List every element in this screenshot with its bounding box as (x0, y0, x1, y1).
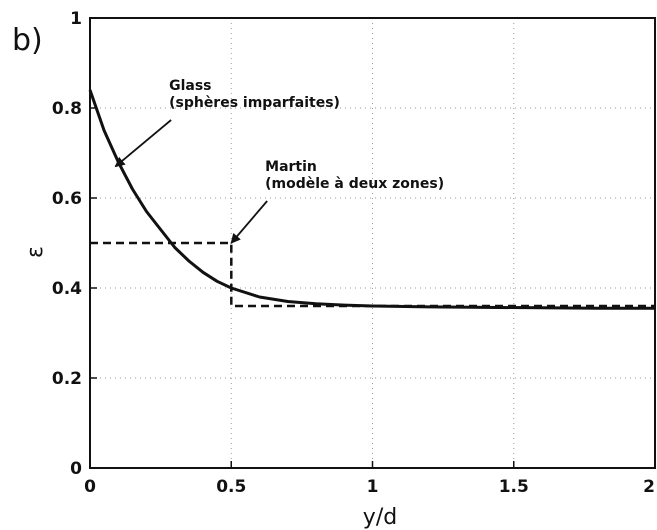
annotation-text: Martin (265, 159, 317, 175)
y-tick-label: 0.4 (52, 279, 82, 299)
y-tick-label: 0.6 (52, 189, 82, 209)
y-tick-label: 0.8 (52, 99, 82, 119)
series-line-martin (90, 241, 655, 308)
y-axis: 0 0.2 0.4 0.6 0.8 1 (52, 9, 97, 479)
grid (90, 18, 655, 468)
x-tick-label: 0 (84, 477, 96, 497)
series-line-glass (88, 89, 655, 310)
x-tick-label: 2 (643, 477, 655, 497)
x-tick-label: 1 (367, 477, 379, 497)
annotation-text: (modèle à deux zones) (265, 176, 444, 192)
x-tick-label: 0.5 (216, 477, 246, 497)
panel-label: b) (12, 23, 43, 58)
annotations: Glass(sphères imparfaites) Martin(modèle … (114, 78, 444, 244)
y-tick-label: 0 (70, 459, 82, 479)
x-tick-label: 1.5 (499, 477, 529, 497)
annotation-text: Glass (169, 78, 211, 94)
annotation-arrow (230, 200, 268, 244)
x-axis-label: y/d (363, 505, 397, 530)
y-axis-label: ε (23, 246, 48, 258)
x-axis: 0 0.5 1 1.5 2 (84, 461, 656, 497)
annotation-arrow (114, 119, 172, 168)
y-tick-label: 0.2 (52, 369, 82, 389)
series-group (88, 89, 655, 310)
y-tick-label: 1 (70, 9, 82, 29)
annotation-text: (sphères imparfaites) (169, 95, 340, 111)
